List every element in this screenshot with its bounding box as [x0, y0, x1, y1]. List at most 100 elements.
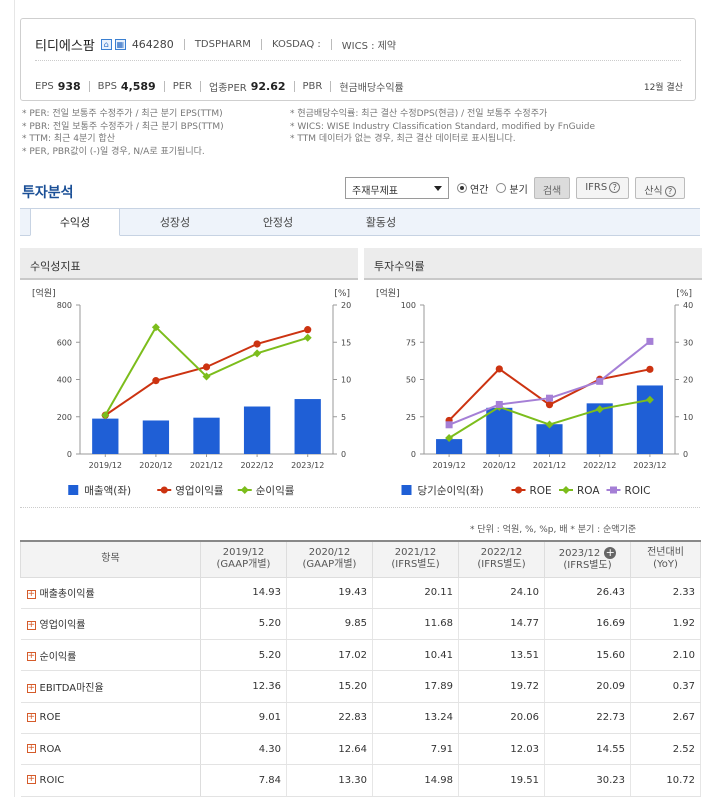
legend-label: 순이익률 [256, 485, 295, 497]
column-header-label: 2022/12 [480, 547, 523, 559]
row-label-cell: + ROIC [20, 764, 201, 797]
table-cell: 24.10 [458, 577, 545, 609]
home-icon[interactable]: ⌂ [100, 39, 112, 50]
profitability-chart-title: 수익성지표 [20, 248, 358, 280]
y-tick-label-left: 0 [411, 450, 416, 459]
row-label[interactable]: 순이익률 [39, 651, 77, 663]
column-header-sublabel: (GAAP개별) [216, 559, 271, 571]
y-tick-label-left: 75 [406, 338, 416, 347]
x-tick-label: 2019/12 [432, 461, 465, 470]
line-point [304, 326, 312, 334]
tab-activity[interactable]: 활동성 [365, 216, 397, 229]
y-tick-label-right: 10 [341, 376, 351, 385]
y-tick-label-right: 20 [683, 376, 693, 385]
table-cell: 26.43 [544, 577, 631, 609]
table-cell: 19.72 [458, 670, 545, 703]
bar [486, 407, 513, 454]
y-tick-label-right: 20 [341, 301, 351, 310]
line-point [445, 421, 453, 429]
row-label-cell: + ROE [20, 702, 201, 734]
table-cell: 30.23 [544, 764, 631, 797]
ifrs-button[interactable]: IFRS? [576, 177, 630, 199]
legend-swatch [68, 485, 79, 495]
expand-row-icon[interactable]: + [26, 651, 36, 662]
analysis-controls: 주재무제표 연간 분기 검색 IFRS? 산식? [345, 177, 685, 199]
y-tick-label-left: 200 [57, 413, 72, 422]
table-row: + ROA 4.30 12.64 7.91 12.03 14.55 2.52 [20, 733, 701, 766]
line-point [151, 323, 160, 332]
expand-row-icon[interactable]: + [26, 619, 36, 630]
row-label[interactable]: 매출총이익률 [39, 589, 95, 601]
legend-label: ROA [577, 485, 600, 497]
row-label[interactable]: 영업이익률 [39, 620, 86, 632]
legend-marker [240, 486, 249, 494]
column-header-sublabel: (YoY) [653, 559, 678, 571]
help-icon: ? [609, 182, 621, 193]
y-tick-label-right: 10 [683, 413, 693, 422]
table-cell: 0.37 [630, 670, 701, 703]
row-label[interactable]: EBITDA마진율 [39, 683, 104, 695]
bar [636, 385, 663, 454]
note-line: * PER, PBR값이 (-)일 경우, N/A로 표기됩니다. [22, 146, 205, 157]
table-row: + ROIC 7.84 13.30 14.98 19.51 30.23 10.72 [20, 764, 701, 797]
x-tick-label: 2021/12 [190, 461, 223, 470]
line-point [595, 405, 604, 414]
x-tick-label: 2023/12 [633, 461, 666, 470]
building-icon[interactable]: ▦ [114, 39, 126, 50]
row-label[interactable]: ROA [39, 743, 61, 755]
industry-per-value: 92.62 [250, 80, 286, 93]
table-cell: 13.24 [372, 702, 459, 734]
column-header: 항목 [20, 540, 201, 578]
line-point [202, 372, 211, 381]
x-tick-label: 2020/12 [483, 461, 516, 470]
legend-label: ROIC [625, 485, 651, 497]
x-tick-label: 2021/12 [533, 461, 566, 470]
expand-columns-icon[interactable]: + [604, 545, 617, 559]
expand-row-icon[interactable]: + [26, 682, 36, 693]
tab-profitability[interactable]: 수익성 [30, 208, 120, 236]
quarter-radio-label[interactable]: 분기 [509, 184, 528, 196]
expand-row-icon[interactable]: + [26, 743, 36, 754]
table-cell: 14.55 [544, 733, 631, 766]
annual-radio-label[interactable]: 연간 [470, 184, 489, 196]
wics-label: WICS : 제약 [341, 41, 397, 52]
column-header-label: 2021/12 [394, 547, 437, 559]
table-cell: 14.93 [200, 577, 287, 609]
tab-stability[interactable]: 안정성 [262, 216, 294, 229]
note-line: * TTM: 최근 4분기 합산 [22, 134, 115, 144]
quarter-radio[interactable] [496, 183, 507, 193]
row-label[interactable]: ROE [39, 712, 61, 724]
right-axis-unit: [%] [676, 289, 692, 299]
bar [436, 439, 463, 454]
table-cell: 11.68 [372, 608, 459, 641]
table-row: + 순이익률 5.20 17.02 10.41 13.51 15.60 2.10 [20, 639, 701, 672]
line-point [545, 420, 554, 429]
analysis-tabs: 수익성 성장성 안정성 활동성 [20, 208, 700, 236]
table-cell: 22.83 [286, 702, 373, 734]
formula-button-label: 산식 [644, 186, 663, 197]
unit-note: * 단위 : 억원, %, %p, 배 * 분기 : 순액기준 [470, 525, 637, 535]
annual-radio[interactable] [457, 183, 467, 193]
search-button[interactable]: 검색 [533, 177, 571, 199]
table-cell: 10.72 [630, 764, 701, 797]
profitability-chart: [억원] [%] 800 600 400 200 0 20 15 10 5 0 2019/12 2020/… [32, 287, 351, 497]
table-cell: 22.73 [544, 702, 631, 734]
row-label[interactable]: ROIC [39, 774, 65, 786]
expand-row-icon[interactable]: + [26, 711, 36, 722]
expand-row-icon[interactable]: + [26, 774, 36, 785]
line-point [253, 349, 262, 358]
y-tick-label-right: 5 [341, 413, 346, 422]
row-label-cell: + 순이익률 [20, 639, 201, 672]
y-tick-label-left: 100 [401, 301, 416, 310]
x-tick-label: 2022/12 [583, 461, 616, 470]
note-line: * PER: 전일 보통주 수정주가 / 최근 분기 EPS(TTM) [22, 109, 223, 119]
tab-growth[interactable]: 성장성 [159, 216, 191, 229]
left-axis-unit: [억원] [32, 287, 56, 299]
y-tick-label-left: 0 [67, 450, 72, 459]
statement-select[interactable]: 주재무제표 [345, 177, 449, 199]
formula-button[interactable]: 산식? [635, 177, 685, 199]
eps-label: EPS [35, 81, 54, 92]
table-cell: 13.30 [286, 764, 373, 797]
column-header: 2019/12 (GAAP개별) [200, 540, 287, 578]
expand-row-icon[interactable]: + [26, 588, 36, 599]
